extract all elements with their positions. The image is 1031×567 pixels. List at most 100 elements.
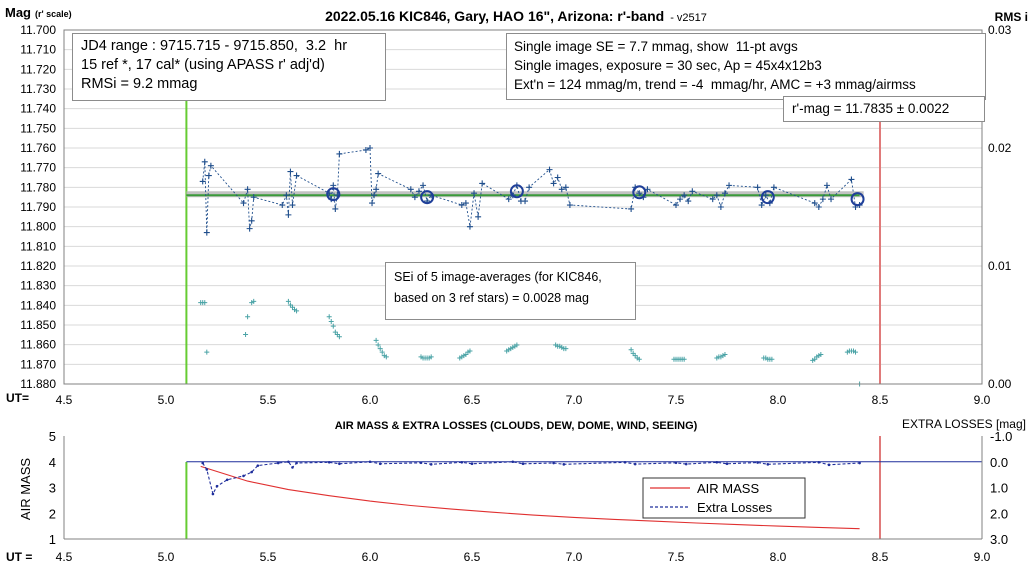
mag-point	[709, 196, 716, 203]
top-y-tick-label: 11.700	[20, 23, 56, 37]
bottom-x-tick-label: 7.5	[668, 550, 685, 564]
rms-point	[328, 318, 334, 324]
top-y-tick-label: 11.880	[20, 377, 56, 391]
bottom-y-tick-label: 2	[49, 506, 56, 521]
extra-losses-point	[256, 464, 260, 467]
mag-point	[828, 196, 835, 203]
mag-point	[726, 182, 733, 189]
top-y-tick-label: 11.770	[20, 161, 56, 175]
mag-series-line	[202, 147, 860, 233]
top-x-tick-label: 5.0	[158, 393, 175, 407]
rms-point	[326, 314, 332, 320]
top-x-tick-label: 4.5	[56, 393, 73, 407]
rms-point	[204, 349, 210, 355]
rms-point	[769, 356, 775, 362]
average-circle	[632, 185, 647, 200]
mag-result-box: r'-mag = 11.7835 ± 0.0022	[783, 96, 985, 122]
info-right-line2: Single images, exposure = 30 sec, Ap = 4…	[514, 58, 822, 73]
mag-point	[240, 200, 247, 207]
extra-losses-point	[242, 474, 245, 478]
mag-point	[815, 204, 822, 210]
mag-result-text: r'-mag = 11.7835 ± 0.0022	[792, 101, 950, 116]
average-circle	[326, 187, 341, 202]
bottom-x-tick-label: 6.5	[464, 550, 481, 564]
bottom-y2-tick-label: 3.0	[990, 532, 1008, 547]
bottom-x-tick-label: 4.5	[56, 550, 73, 564]
airmass-series	[200, 465, 860, 530]
mag-point	[244, 186, 251, 193]
rms-point	[251, 298, 257, 304]
top-x-tick-label: 6.5	[464, 393, 481, 407]
average-circle	[509, 184, 524, 199]
top-y-tick-label: 11.750	[20, 121, 56, 135]
legend-box	[642, 477, 806, 519]
mag-point	[677, 196, 684, 203]
rms-point	[373, 337, 379, 343]
bottom-x-tick-label: 6.0	[362, 550, 379, 564]
mag-point	[332, 205, 339, 212]
mag-point	[207, 162, 214, 169]
top-y-tick-label: 11.720	[20, 62, 56, 76]
bottom-chart-title: AIR MASS & EXTRA LOSSES (CLOUDS, DEW, DO…	[335, 420, 698, 432]
extra-losses-point	[633, 462, 637, 466]
mag-point	[721, 190, 728, 197]
bottom-x-tick-label: 5.5	[260, 550, 277, 564]
mag-point	[287, 168, 294, 175]
rms-point	[722, 352, 728, 357]
top-y-tick-label: 11.810	[20, 239, 56, 253]
top-x-tick-label: 5.5	[260, 393, 277, 407]
top-x-tick-label: 9.0	[974, 393, 991, 407]
rms-point	[330, 323, 336, 329]
rms-point	[818, 352, 824, 357]
bottom-y2-tick-label: 1.0	[990, 481, 1008, 496]
mag-point	[458, 202, 465, 209]
rms-point	[681, 356, 687, 362]
mag-point	[848, 176, 855, 183]
top-y-axis-unit: (r' scale)	[35, 9, 72, 19]
extra-losses-point	[338, 462, 341, 466]
extra-losses-point	[827, 463, 831, 467]
extra-losses-point	[511, 460, 515, 464]
mag-point	[203, 229, 210, 236]
bottom-y-tick-label: 4	[49, 455, 56, 470]
extra-losses-point	[291, 466, 294, 469]
rms-point	[202, 300, 208, 306]
extra-losses-point	[419, 461, 423, 465]
top-x-tick-label: 7.0	[566, 393, 583, 407]
top-x-tick-labels: 4.5 5.0 5.5 6.0 6.5 7.0 7.5 8.0 8.5 9.0	[56, 393, 991, 407]
extra-losses-point	[817, 460, 821, 464]
extra-losses-point	[460, 460, 464, 464]
rms-point	[379, 349, 385, 355]
mag-point	[762, 192, 769, 199]
rms-point	[243, 331, 249, 337]
top-y-tick-label: 11.760	[20, 141, 56, 155]
extra-losses-point	[287, 460, 290, 464]
mag-point	[248, 217, 255, 224]
rms-point	[428, 354, 434, 360]
mag-point	[713, 192, 720, 199]
rms-point	[467, 348, 473, 354]
extra-losses-point	[756, 461, 759, 464]
top-x-tick-label: 7.5	[668, 393, 685, 407]
mag-point	[462, 200, 469, 207]
rms-point	[563, 346, 569, 352]
mag-point	[685, 198, 692, 205]
rms-point	[294, 308, 300, 314]
mag-point	[279, 202, 286, 209]
extra-losses-point	[295, 461, 298, 465]
bottom-y-tick-label: 3	[49, 481, 56, 496]
top-y2-tick-label: 0.00	[988, 377, 1012, 391]
extra-losses-point	[715, 460, 719, 464]
mag-point	[471, 190, 478, 197]
bottom-y-axis-label: AIR MASS	[18, 458, 33, 520]
top-chart-time-markers	[185, 100, 881, 384]
top-y2-tick-label: 0.03	[988, 23, 1012, 37]
top-y2-tick-label: 0.02	[988, 141, 1012, 155]
top-y-tick-label: 11.800	[20, 220, 56, 234]
mag-point	[285, 211, 292, 218]
mag-point	[811, 200, 818, 207]
mag-point	[558, 186, 565, 193]
legend-airmass-label: AIR MASS	[697, 481, 759, 496]
bottom-x-tick-labels: 4.5 5.0 5.5 6.0 6.5 7.0 7.5 8.0 8.5 9.0	[56, 550, 991, 564]
mag-point	[293, 172, 300, 179]
